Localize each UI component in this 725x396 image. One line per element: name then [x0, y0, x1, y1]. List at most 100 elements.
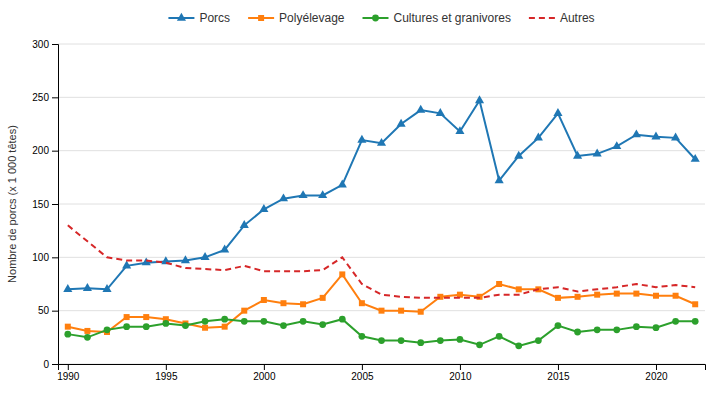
- legend-symbol: [372, 15, 379, 22]
- x-tick: 2015: [547, 364, 570, 382]
- y-tick-mark: [52, 151, 58, 152]
- series-marker: [555, 322, 562, 329]
- series-marker: [398, 337, 405, 344]
- series-marker: [632, 129, 641, 137]
- y-tick-mark: [52, 204, 58, 205]
- y-tick-mark: [52, 44, 58, 45]
- series-marker: [221, 316, 228, 323]
- legend-label: Autres: [560, 11, 595, 25]
- legend-item: Autres: [529, 11, 595, 25]
- series-marker: [300, 301, 306, 307]
- x-tick-label: 2015: [547, 371, 570, 382]
- plot-area: 1990199520002005201020152020050100150200…: [32, 39, 705, 382]
- series-marker: [436, 108, 445, 116]
- series-marker: [476, 341, 483, 348]
- series-marker: [240, 220, 249, 228]
- series-marker: [84, 328, 90, 334]
- series-marker: [143, 314, 149, 320]
- series-marker: [496, 281, 502, 287]
- grid-line: [58, 257, 705, 258]
- series-marker: [339, 271, 345, 277]
- series-marker: [653, 293, 659, 299]
- series-marker: [63, 284, 72, 292]
- grid-line: [58, 97, 705, 98]
- series-marker: [359, 333, 366, 340]
- x-tick-mark: [264, 364, 265, 370]
- series-marker: [613, 326, 620, 333]
- series-marker: [593, 149, 602, 157]
- y-tick-label: 150: [32, 199, 49, 210]
- series-marker: [200, 252, 209, 260]
- x-axis-line: [59, 365, 706, 371]
- series-marker: [418, 309, 424, 315]
- y-tick: 150: [32, 199, 58, 210]
- x-tick-mark: [558, 364, 559, 370]
- x-tick-label: 1995: [155, 371, 178, 382]
- series-line: [68, 101, 695, 290]
- series-marker: [220, 245, 229, 253]
- series-marker: [633, 291, 639, 297]
- series-marker: [495, 175, 504, 183]
- series-marker: [612, 141, 621, 149]
- series-marker: [102, 284, 111, 292]
- series-marker: [672, 318, 679, 325]
- legend-label: Polyélevage: [279, 11, 345, 25]
- series-marker: [574, 329, 581, 336]
- y-axis-line: [52, 45, 59, 365]
- series-marker: [516, 286, 522, 292]
- series-marker: [457, 336, 464, 343]
- series-marker: [534, 133, 543, 141]
- series-marker: [259, 204, 268, 212]
- series-marker: [475, 95, 484, 103]
- series-marker: [279, 193, 288, 201]
- x-tick-mark: [68, 364, 69, 370]
- series-marker: [65, 324, 71, 330]
- series-marker: [455, 126, 464, 134]
- series-marker: [339, 316, 346, 323]
- legend-item: Cultures et granivores: [363, 11, 511, 25]
- series-marker: [535, 337, 542, 344]
- series-marker: [319, 321, 326, 328]
- x-tick-mark: [656, 364, 657, 370]
- series-marker: [457, 292, 463, 298]
- x-tick-label: 2005: [351, 371, 374, 382]
- series-marker: [651, 132, 660, 140]
- x-tick: 2005: [351, 364, 374, 382]
- series-marker: [379, 308, 385, 314]
- series-marker: [691, 154, 700, 162]
- series-marker: [633, 323, 640, 330]
- series-marker: [261, 297, 267, 303]
- series-marker: [318, 190, 327, 198]
- y-axis-title: Nombre de porcs (x 1 000 têtes): [6, 125, 18, 283]
- y-tick: 50: [38, 305, 58, 316]
- y-tick: 100: [32, 252, 58, 263]
- x-tick-mark: [166, 364, 167, 370]
- series-marker: [653, 324, 660, 331]
- series-marker: [182, 322, 189, 329]
- series-marker: [553, 108, 562, 116]
- series-marker: [124, 314, 130, 320]
- y-tick-label: 250: [32, 92, 49, 103]
- legend-item: Polyélevage: [248, 11, 345, 25]
- marks: [63, 95, 700, 349]
- y-tick-label: 0: [43, 359, 49, 370]
- x-axis: 1990199520002005201020152020: [57, 364, 705, 382]
- series-marker: [222, 324, 228, 330]
- legend-symbol: [258, 15, 264, 21]
- series-marker: [515, 342, 522, 349]
- x-tick-label: 1990: [57, 371, 80, 382]
- series-marker: [417, 339, 424, 346]
- series-marker: [614, 291, 620, 297]
- y-tick: 0: [43, 359, 58, 370]
- series-line: [68, 225, 695, 298]
- x-tick: 2000: [253, 364, 276, 382]
- series-marker: [437, 337, 444, 344]
- series-marker: [514, 151, 523, 159]
- x-tick-label: 2020: [645, 371, 668, 382]
- series-marker: [397, 119, 406, 127]
- legend-swatch: [529, 17, 555, 19]
- series-marker: [357, 135, 366, 143]
- x-tick: 1990: [57, 364, 80, 382]
- grid: [58, 44, 705, 364]
- series-marker: [280, 300, 286, 306]
